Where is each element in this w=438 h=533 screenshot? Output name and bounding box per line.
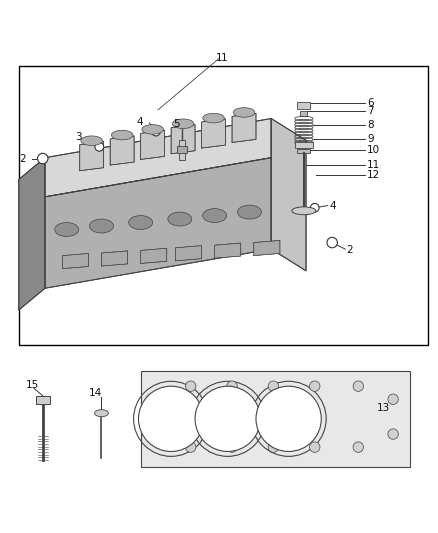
Polygon shape — [141, 130, 165, 159]
Circle shape — [388, 429, 398, 439]
Bar — [300, 111, 307, 116]
Polygon shape — [176, 246, 201, 261]
Ellipse shape — [81, 136, 102, 146]
Circle shape — [185, 381, 196, 391]
Polygon shape — [80, 142, 104, 171]
Text: 7: 7 — [367, 106, 374, 116]
Circle shape — [388, 394, 398, 405]
Ellipse shape — [237, 205, 261, 219]
Circle shape — [256, 386, 321, 451]
Text: 2: 2 — [19, 154, 25, 164]
Circle shape — [310, 381, 320, 391]
Ellipse shape — [129, 215, 152, 230]
Circle shape — [353, 381, 364, 391]
Circle shape — [310, 442, 320, 453]
Circle shape — [38, 154, 48, 164]
Text: 4: 4 — [136, 117, 143, 127]
Polygon shape — [171, 125, 195, 154]
Text: 9: 9 — [367, 134, 374, 144]
Text: 12: 12 — [367, 170, 380, 180]
Ellipse shape — [89, 219, 113, 233]
Text: 15: 15 — [25, 380, 39, 390]
Circle shape — [185, 442, 196, 453]
Text: 11: 11 — [367, 160, 380, 170]
Circle shape — [311, 204, 319, 212]
Polygon shape — [271, 118, 306, 271]
Circle shape — [327, 237, 337, 248]
Bar — [36, 396, 49, 405]
Text: 6: 6 — [367, 98, 374, 108]
Circle shape — [152, 127, 160, 136]
Text: 2: 2 — [346, 245, 353, 255]
Polygon shape — [110, 136, 134, 165]
Text: 3: 3 — [75, 132, 82, 142]
Polygon shape — [141, 248, 167, 263]
Polygon shape — [232, 114, 256, 142]
Bar — [297, 149, 311, 153]
Circle shape — [146, 394, 157, 405]
Text: 1: 1 — [221, 53, 228, 63]
Polygon shape — [45, 158, 271, 288]
Circle shape — [195, 386, 260, 451]
Text: 1: 1 — [215, 53, 223, 63]
Ellipse shape — [55, 223, 79, 237]
Bar — [177, 146, 187, 154]
Circle shape — [227, 381, 237, 391]
Ellipse shape — [95, 410, 109, 417]
Ellipse shape — [292, 207, 316, 215]
Ellipse shape — [233, 108, 255, 117]
Circle shape — [353, 442, 364, 453]
Text: 14: 14 — [88, 387, 102, 398]
Ellipse shape — [142, 125, 163, 134]
Circle shape — [227, 442, 237, 453]
Circle shape — [146, 429, 157, 439]
Polygon shape — [102, 251, 127, 266]
Text: 4: 4 — [329, 200, 336, 211]
Polygon shape — [45, 118, 271, 197]
Circle shape — [268, 442, 279, 453]
Ellipse shape — [168, 212, 192, 226]
Bar — [141, 371, 410, 467]
Polygon shape — [201, 119, 226, 148]
Polygon shape — [215, 243, 241, 258]
Text: 8: 8 — [367, 120, 374, 130]
Polygon shape — [62, 254, 88, 269]
Bar — [295, 142, 313, 148]
Polygon shape — [19, 158, 45, 310]
Circle shape — [95, 142, 104, 151]
Text: 5: 5 — [173, 119, 180, 129]
Ellipse shape — [172, 119, 194, 128]
Text: 13: 13 — [377, 403, 390, 413]
Ellipse shape — [111, 130, 133, 140]
Polygon shape — [254, 240, 280, 256]
Circle shape — [138, 386, 204, 451]
Bar — [179, 140, 185, 160]
Bar — [297, 102, 311, 109]
Text: 10: 10 — [367, 145, 380, 155]
Ellipse shape — [203, 114, 224, 123]
Bar — [19, 66, 428, 345]
Circle shape — [268, 381, 279, 391]
Ellipse shape — [203, 208, 226, 223]
